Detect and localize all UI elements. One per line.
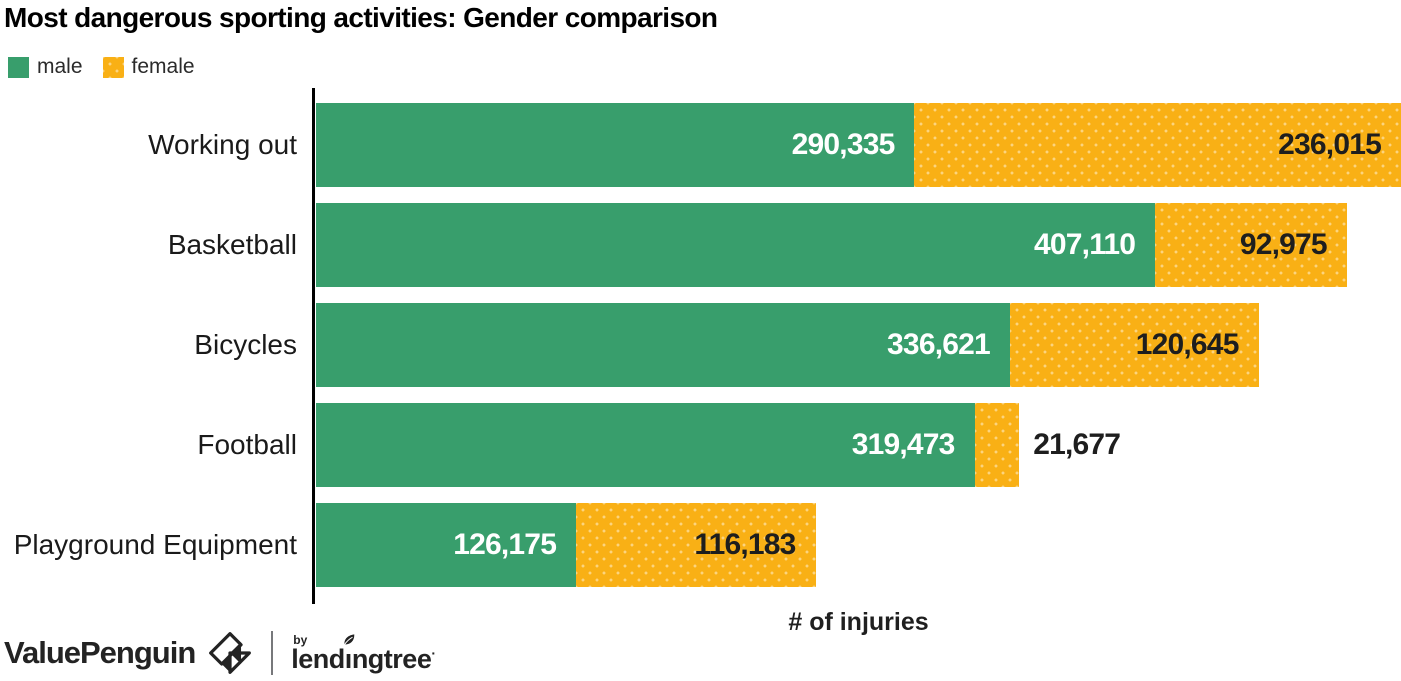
bar-segment-male: 407,110 [316, 203, 1156, 287]
bar-segment-female: 120,645 [1009, 303, 1259, 387]
y-axis-line [312, 88, 315, 604]
bar-value-male: 407,110 [1034, 228, 1136, 261]
bar-value-male: 126,175 [453, 528, 557, 561]
category-label: Football [197, 429, 297, 460]
legend-item-female: female [102, 55, 195, 79]
stacked-bar: 319,473 21,677 [316, 403, 1401, 487]
legend-label-male: male [37, 55, 83, 78]
stacked-bar: 407,110 92,975 [316, 203, 1401, 287]
bar-value-female: 92,975 [1239, 228, 1328, 261]
origami-diamond-icon [207, 630, 253, 676]
bar-segment-female: 116,183 [576, 503, 816, 587]
footer-divider [271, 631, 274, 675]
bar-row-football: Football 319,473 21,677 [197, 403, 1401, 487]
legend-label-female: female [131, 55, 195, 78]
legend: male female [8, 55, 195, 79]
female-swatch-icon [102, 56, 124, 78]
bar-segment-male: 336,621 [316, 303, 1010, 387]
bar-value-male: 290,335 [791, 128, 896, 161]
category-label: Playground Equipment [13, 529, 297, 560]
category-label: Basketball [167, 229, 297, 260]
lendingtree-wordmark: lendı ngtree· [291, 633, 436, 674]
bar-row-bicycles: Bicycles 336,621 120,645 [194, 303, 1401, 387]
bar-value-male: 336,621 [887, 328, 991, 361]
bar-row-working-out: Working out 290,335 236,015 [148, 103, 1401, 187]
bar-value-male: 319,473 [851, 428, 956, 461]
leaf-icon [343, 633, 355, 646]
bar-segment-female [974, 403, 1020, 487]
brand-footer: ValuePenguin by lendı ngtree· [4, 629, 436, 677]
bar-value-female-outside: 21,677 [1033, 428, 1121, 461]
by-label: by [293, 632, 308, 647]
bar-row-basketball: Basketball 407,110 92,975 [168, 203, 1401, 287]
male-swatch-icon [8, 56, 29, 78]
lendingtree-lockup: by lendı ngtree· [291, 632, 436, 674]
bar-value-female: 116,183 [694, 528, 796, 561]
bar-value-female: 120,645 [1135, 328, 1240, 361]
bar-value-female: 236,015 [1278, 128, 1382, 161]
bar-segment-female: 92,975 [1155, 203, 1347, 287]
x-axis-title: # of injuries [788, 608, 929, 636]
category-label: Working out [148, 129, 297, 160]
stacked-bar: 336,621 120,645 [316, 303, 1401, 387]
category-label: Bicycles [194, 329, 297, 360]
legend-item-male: male [8, 55, 83, 79]
bar-segment-male: 319,473 [316, 403, 975, 487]
bar-segment-male: 290,335 [316, 103, 915, 187]
stacked-bar: 126,175 116,183 [316, 503, 1401, 587]
valuepenguin-wordmark: ValuePenguin [4, 635, 196, 670]
bar-row-playground-equipment: Playground Equipment 126,175 116,183 [14, 503, 1401, 587]
bar-segment-male: 126,175 [316, 503, 577, 587]
bar-segment-female: 236,015 [914, 103, 1401, 187]
chart-title: Most dangerous sporting activities: Gend… [4, 2, 718, 33]
stacked-bar: 290,335 236,015 [316, 103, 1401, 187]
